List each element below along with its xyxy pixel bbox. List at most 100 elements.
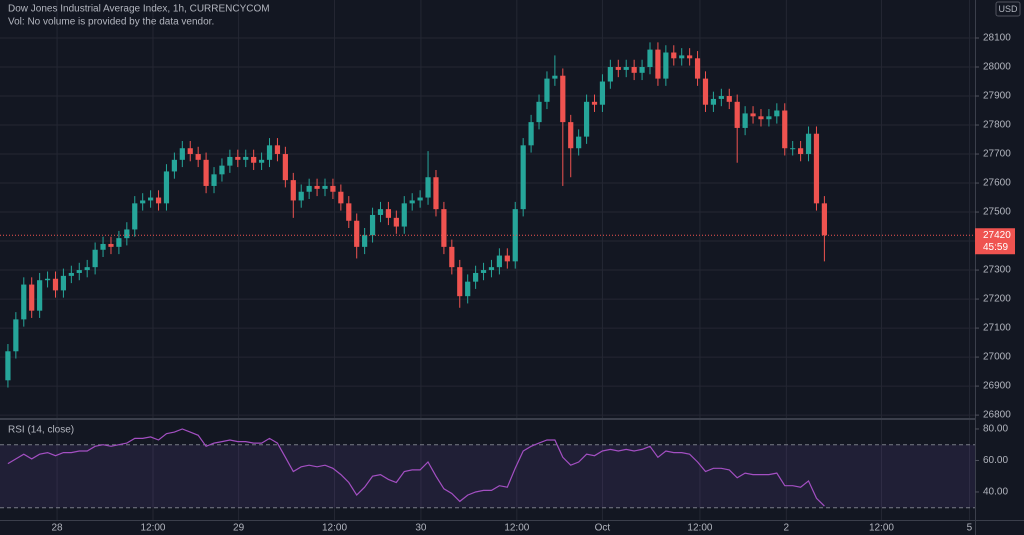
x-tick-label: 29 [233,523,245,534]
candle-body [552,75,558,79]
y-tick-label: 60.00 [983,455,1008,466]
candle-body [251,156,257,163]
candle-body [417,197,423,201]
x-tick-label: 2 [784,523,790,534]
countdown: 45:59 [983,242,1008,253]
candle-body [465,281,471,297]
candle-body [473,272,479,282]
candle-body [607,67,613,82]
candle-body [694,58,701,79]
candle-body [687,55,693,59]
candle-body [195,154,201,160]
chart-title: Dow Jones Industrial Average Index, 1h, … [8,4,270,15]
candle-body [679,55,685,59]
candle-body [560,75,566,123]
rsi-line [7,428,825,507]
candle-body [52,278,59,291]
candle-body [615,67,621,70]
candle-body [702,78,709,105]
rsi-title: RSI (14, close) [8,425,74,436]
candle-body [798,148,804,155]
candle-body [393,217,399,227]
rsi-band [0,444,975,508]
candle-body [425,177,431,198]
candle-body [60,275,67,291]
candle-body [631,67,637,73]
candle-body [298,191,304,201]
candle-body [409,200,415,204]
candle-body [108,243,114,247]
candle-body [663,52,669,79]
y-tick-label: 27100 [983,323,1011,334]
marks [0,42,975,507]
candle-body [346,203,352,221]
x-tick-label: 12:00 [504,523,529,534]
y-tick-label: 27500 [983,207,1011,218]
candle-body [124,229,130,239]
candle-body [734,101,740,128]
candle-body [504,255,510,262]
y-tick-label: 80.00 [983,424,1008,435]
x-tick-label: 12:00 [140,523,165,534]
candle-body [163,171,170,204]
x-tick-label: 12:00 [869,523,894,534]
x-tick-label: 30 [415,523,427,534]
candle-body [623,67,629,70]
candle-body [155,197,162,204]
currency[interactable]: USD [998,4,1018,14]
y-tick-label: 26900 [983,381,1011,392]
x-tick-label: 5 [967,523,973,534]
last-price-box [975,228,1015,255]
candle-body [726,96,732,102]
candle-body [243,156,249,160]
grid [0,0,975,520]
candle-body [211,174,217,186]
candle-body [544,78,550,102]
x-tick-label: 28 [52,523,64,534]
candle-body [449,246,455,268]
candle-body [314,185,320,189]
candle-body [496,255,502,268]
y-tick-label: 26800 [983,410,1011,421]
candle-body [758,116,764,120]
candle-body [377,209,384,215]
candle-body [718,96,724,99]
y-tick-label: 28000 [983,62,1011,73]
candle-body [576,136,582,149]
candle-body [21,284,27,320]
candle-body [187,148,193,155]
candle-body [528,122,534,146]
x-tick-label: 12:00 [322,523,347,534]
candle-body [782,110,788,149]
candle-body [441,209,447,247]
y-tick-label: 40.00 [983,487,1008,498]
candle-body [132,203,138,230]
candle-body [203,159,209,186]
candle-body [750,113,756,117]
candle-body [401,203,407,227]
candle-body [805,133,812,155]
y-tick-label: 27900 [983,91,1011,102]
y-tick-label: 27000 [983,352,1011,363]
candle-body [583,101,590,137]
candle-body [179,148,185,160]
candle-body [306,185,312,192]
candle-body [148,197,154,201]
candle-body [29,284,35,311]
candle-body [92,249,98,268]
candle-body [599,81,606,105]
candle-body [568,122,574,149]
candle-body [821,203,827,236]
candle-body [671,52,677,59]
x-tick-label: Oct [595,523,611,534]
candle-body [655,49,661,79]
candle-body [742,113,748,128]
candle-body [385,209,392,218]
candle-body [354,220,360,247]
currency-box[interactable] [995,1,1021,17]
candle-body [790,148,796,150]
candle-body [591,101,598,105]
candle-body [235,156,241,160]
candle-body [369,214,376,236]
candle-body [68,272,74,276]
